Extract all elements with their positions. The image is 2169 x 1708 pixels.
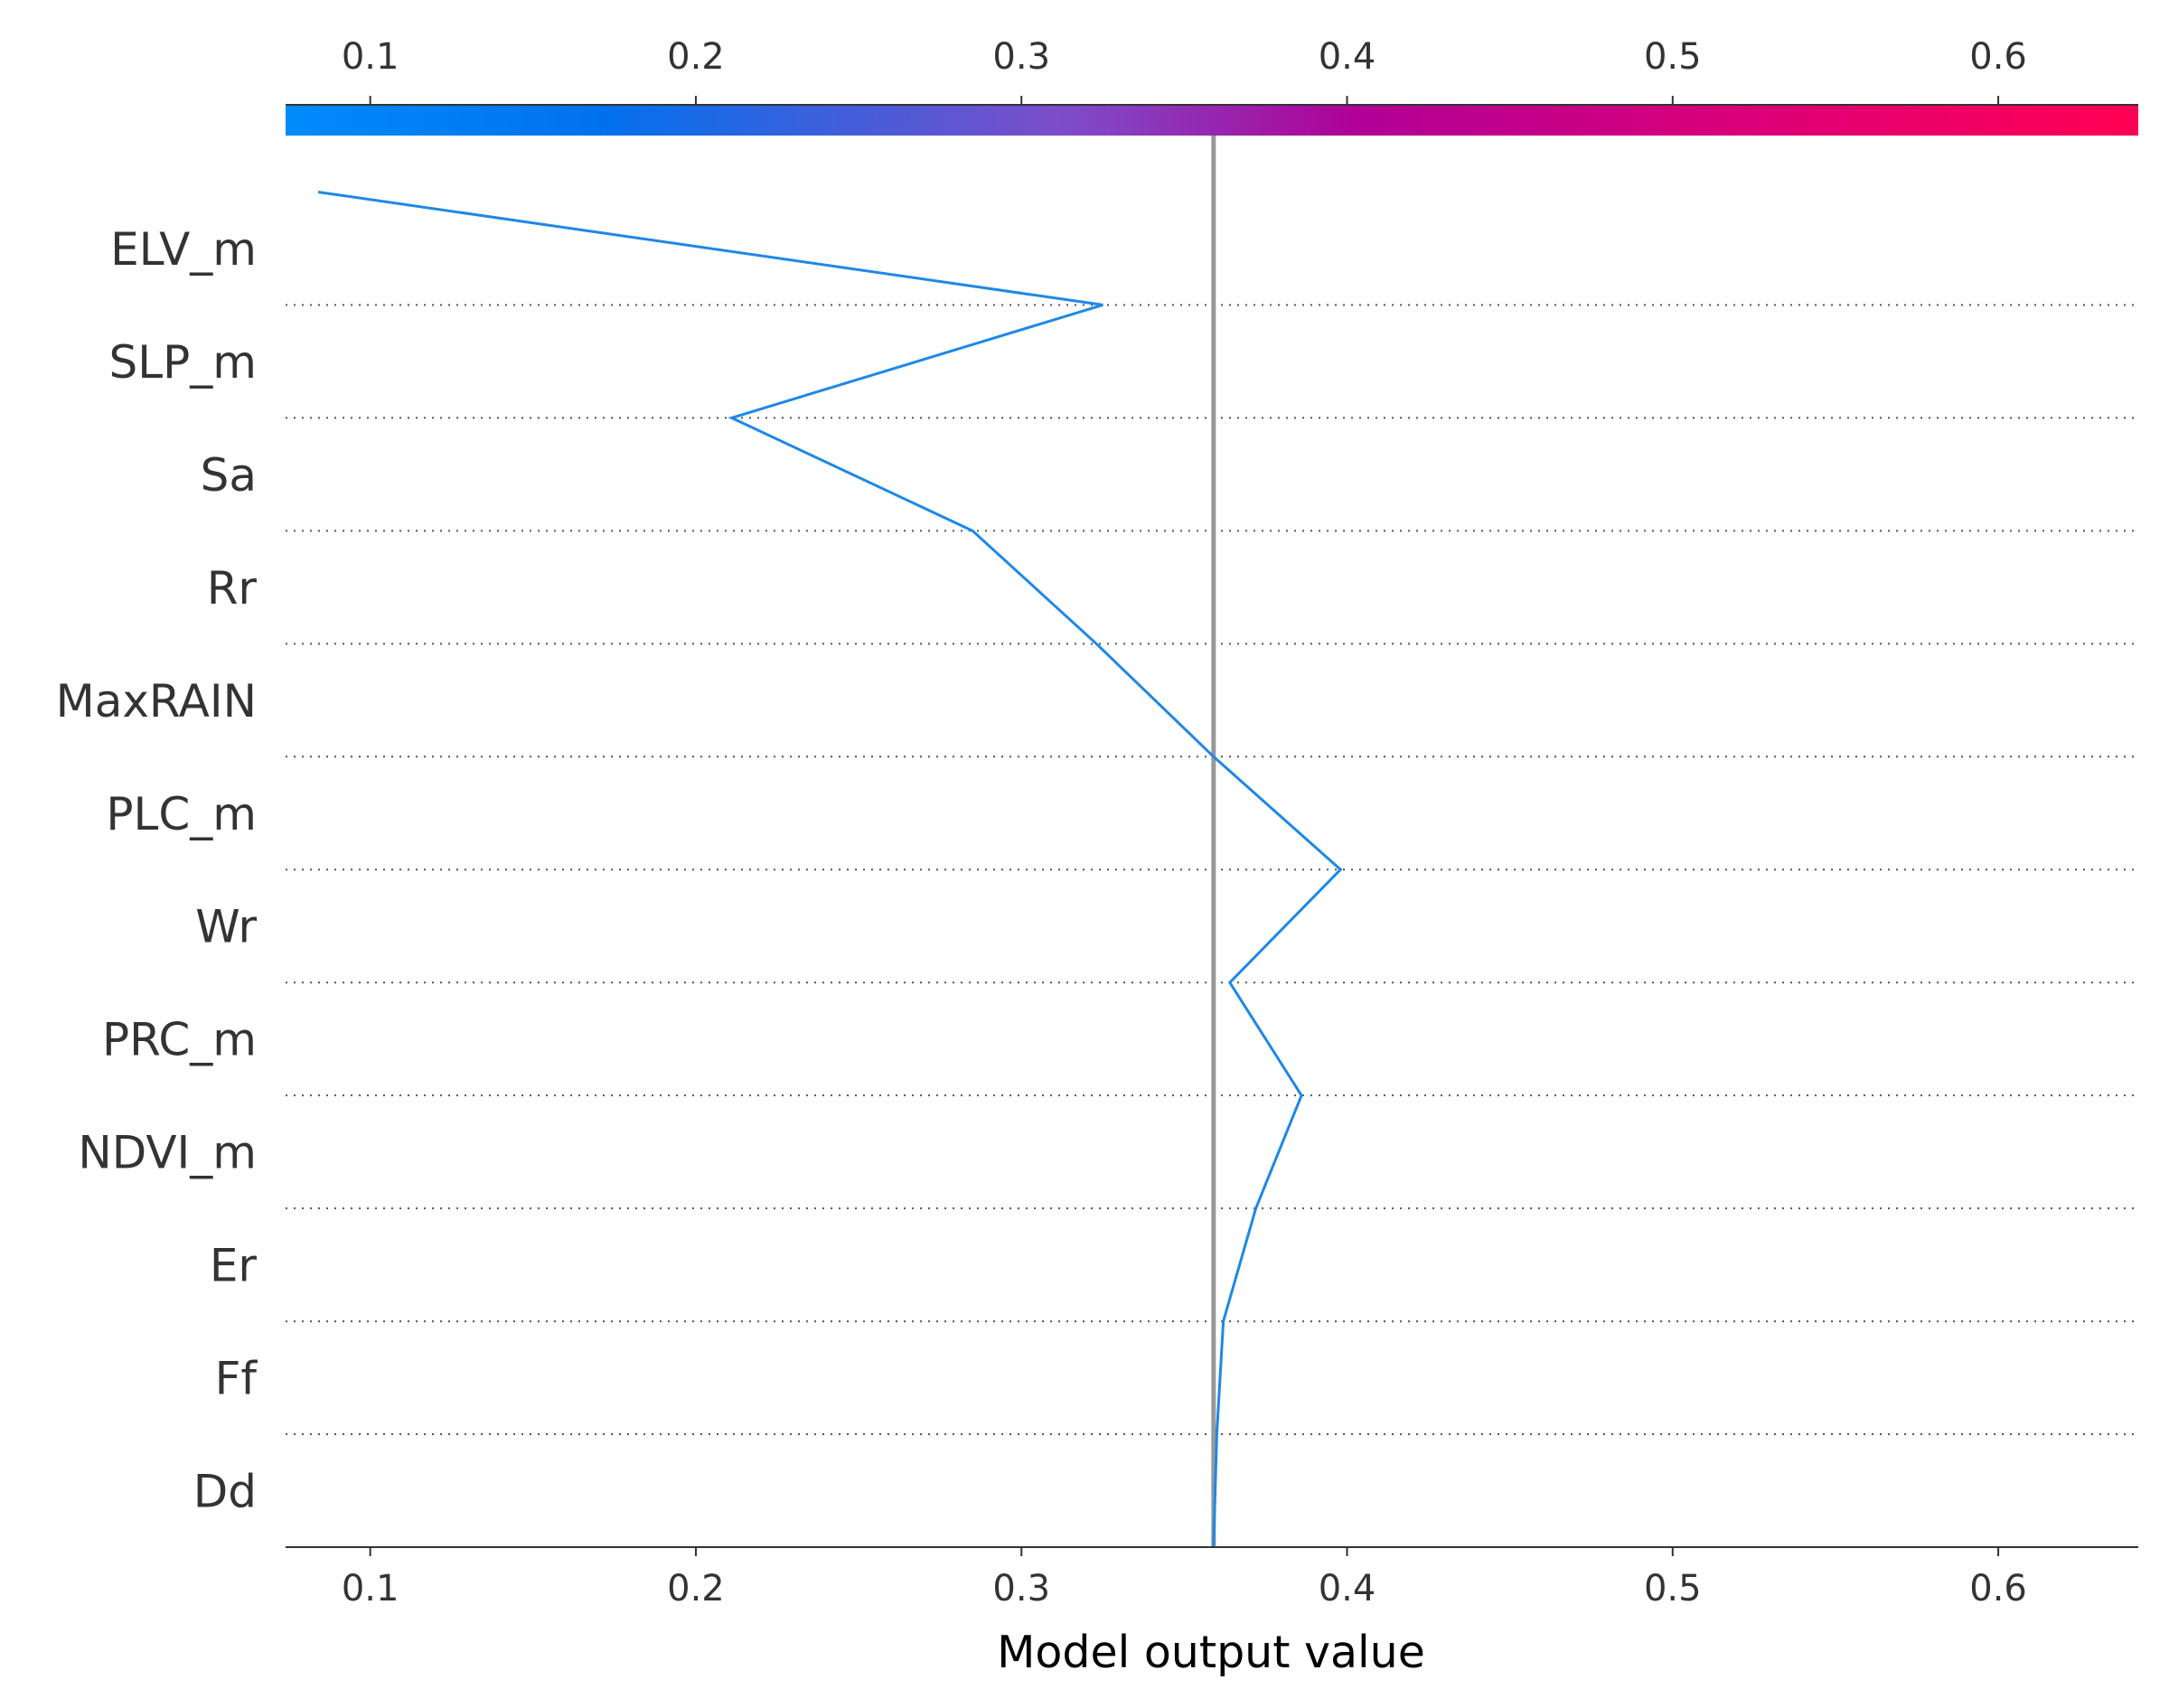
x-axis-tick-label: 0.2 — [667, 1568, 725, 1609]
x-axis-tick-label: 0.4 — [1319, 1568, 1376, 1609]
feature-label: Sa — [201, 449, 257, 502]
feature-label: ELV_m — [110, 223, 257, 276]
feature-label: SLP_m — [109, 336, 257, 389]
x-axis-tick-label: 0.6 — [1969, 1568, 2027, 1609]
colorbar — [286, 105, 2138, 136]
colorbar-tick-label: 0.3 — [992, 36, 1050, 78]
x-axis-tick-label: 0.1 — [342, 1568, 399, 1609]
x-axis-title: Model output value — [997, 1627, 1425, 1678]
feature-label: PLC_m — [106, 788, 257, 840]
feature-label: Er — [210, 1240, 258, 1292]
colorbar-tick-label: 0.6 — [1969, 36, 2027, 78]
feature-label: Ff — [215, 1353, 258, 1405]
decision-line — [317, 191, 1343, 1548]
colorbar-tick-label: 0.4 — [1319, 36, 1376, 78]
feature-label: NDVI_m — [78, 1127, 257, 1179]
x-axis-tick-label: 0.5 — [1644, 1568, 1702, 1609]
x-axis-tick-label: 0.3 — [992, 1568, 1050, 1609]
colorbar-tick-label: 0.1 — [342, 36, 399, 78]
colorbar-tick-label: 0.2 — [667, 36, 725, 78]
feature-label: MaxRAIN — [56, 675, 257, 727]
feature-label: Wr — [195, 901, 257, 953]
feature-label: PRC_m — [102, 1014, 257, 1066]
colorbar-tick-label: 0.5 — [1644, 36, 1702, 78]
feature-label: Dd — [193, 1466, 257, 1518]
feature-label: Rr — [207, 562, 258, 615]
